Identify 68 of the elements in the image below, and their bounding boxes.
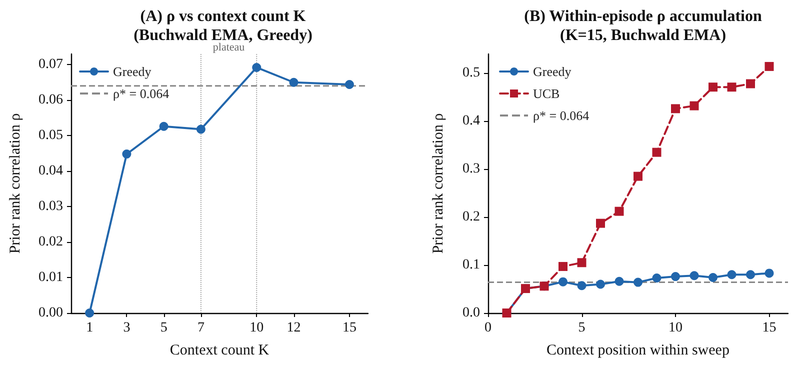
legend-label: Greedy (113, 64, 152, 79)
point (558, 262, 568, 271)
point (764, 62, 774, 71)
point (746, 79, 755, 88)
y-tick-label: 0.2 (462, 210, 480, 225)
x-tick-label: 1 (86, 320, 94, 336)
point (652, 148, 662, 157)
point (671, 272, 680, 282)
point (614, 276, 624, 286)
point (289, 78, 298, 87)
y-axis-title: Prior rank correlation ρ (430, 113, 446, 254)
point (727, 270, 736, 280)
point (708, 273, 718, 282)
y-tick-label: 0.5 (462, 66, 480, 81)
chart-title: (B) Within-episode ρ accumulation (K=15, Buchwald EMA) (524, 8, 762, 44)
point (159, 122, 168, 131)
point (252, 62, 262, 72)
point (690, 101, 699, 110)
x-tick-label: 10 (250, 320, 264, 336)
point (85, 308, 94, 318)
point (614, 206, 624, 216)
y-tick-label: 0.02 (38, 234, 63, 250)
point (652, 273, 662, 282)
point (577, 258, 586, 268)
point (596, 218, 605, 228)
y-tick-label: 0.00 (38, 306, 63, 320)
y-axis-title: Prior rank correlation ρ (8, 113, 24, 254)
x-tick-label: 10 (668, 320, 682, 336)
point (558, 277, 568, 286)
point (727, 82, 736, 92)
y-tick-label: 0.4 (462, 114, 480, 129)
y-tick-label: 0.07 (38, 57, 63, 72)
legend-label: Greedy (533, 64, 572, 79)
point (196, 124, 206, 134)
legend-label: ρ* = 0.064 (533, 108, 590, 123)
y-tick-label: 0.05 (38, 128, 63, 144)
y-tick-label: 0.1 (462, 258, 480, 273)
point (764, 268, 774, 278)
point (746, 270, 755, 280)
x-tick-label: 15 (762, 320, 776, 336)
point (634, 278, 642, 287)
x-axis-title: Context count K (170, 342, 270, 358)
point (122, 150, 132, 159)
chart-title: (A) ρ vs context count K (Buchwald EMA, Greedy) (134, 8, 312, 44)
y-tick-label: 0.03 (38, 199, 63, 214)
ref-line-label: ρ* = 0.064 (113, 86, 170, 101)
point (596, 280, 605, 289)
point (708, 82, 718, 92)
point (344, 80, 354, 90)
x-tick-label: 7 (197, 320, 204, 336)
point (634, 172, 642, 181)
x-tick-label: 5 (160, 320, 168, 336)
y-tick-label: 0.01 (38, 270, 63, 286)
y-tick-label: 0.3 (462, 162, 480, 177)
point (577, 281, 586, 290)
point (671, 104, 680, 114)
text: plateau (212, 42, 246, 54)
x-tick-label: 5 (578, 320, 586, 336)
y-tick-label: 0.06 (38, 92, 63, 108)
x-tick-label: 3 (123, 320, 130, 336)
x-tick-label: 0 (484, 320, 492, 336)
y-tick-label: 0.04 (38, 164, 63, 179)
point (690, 271, 699, 280)
x-axis-title: Context position within sweep (546, 342, 730, 358)
x-tick-label: 15 (342, 320, 356, 336)
y-tick-label: 0.0 (462, 306, 480, 320)
x-tick-label: 12 (286, 320, 301, 336)
legend-label: UCB (533, 86, 560, 101)
